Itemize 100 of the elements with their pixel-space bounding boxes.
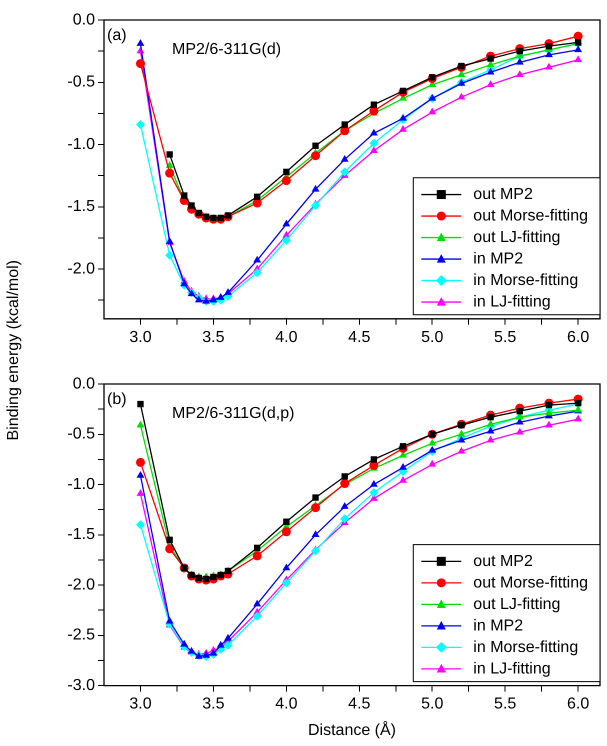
y-tick-label: -3.0 [67,677,96,694]
legend-label: out LJ-fitting [473,228,560,246]
point [136,59,145,68]
point [370,128,378,136]
point [428,108,436,114]
point [516,48,523,54]
point [136,420,144,428]
y-tick-label: -1.0 [67,476,96,493]
point [399,125,407,132]
point [166,151,173,158]
point [252,551,262,560]
point [516,428,524,435]
point [136,120,145,130]
y-tick-label: -1.5 [67,198,96,216]
point [283,518,290,525]
legend-label: in Morse-fitting [473,638,578,656]
legend-label: in LJ-fitting [473,293,551,310]
point [180,640,188,647]
point [340,154,349,162]
point [253,600,262,606]
point [369,488,378,498]
point [253,256,262,263]
point [180,279,188,286]
annotation: (a) [107,27,127,44]
point [194,296,203,302]
point [486,436,494,443]
point [574,400,582,406]
point [210,648,218,656]
point [545,62,553,70]
point [428,460,436,467]
point [254,194,260,200]
x-tick-label: 5.0 [421,696,444,713]
point [137,400,144,408]
legend-label: in MP2 [473,250,524,268]
point [340,514,350,524]
point [369,138,378,148]
point [429,74,436,80]
annotation: MP2/6-311G(d) [172,41,282,58]
y-tick-label: -0.5 [67,74,96,91]
point [136,39,144,46]
point [224,634,232,641]
point [546,42,552,50]
point [516,408,523,414]
point [311,503,320,512]
legend-label: out MP2 [473,552,533,570]
x-tick-label: 3.5 [202,696,225,713]
legend-label: out LJ-fitting [473,596,560,613]
annotation: (b) [107,391,127,408]
point [252,612,262,621]
point [312,184,320,192]
point [545,420,553,428]
point [574,45,582,52]
point [370,146,378,153]
point [574,55,582,62]
point [282,578,291,588]
point [458,446,466,454]
point [224,640,232,650]
point [283,168,290,176]
y-axis-title: Binding energy (kcal/mol) [5,260,23,440]
point [399,114,407,121]
x-axis-title: Distance (Å) [308,720,396,739]
point [202,576,210,582]
point [282,220,290,226]
y-tick-label: -2.0 [67,260,96,278]
y-tick-label: 0.0 [72,11,96,28]
point [311,546,320,556]
point [252,268,262,278]
point [282,563,290,570]
legend-label: in MP2 [473,617,524,634]
point [370,101,378,108]
x-tick-label: 4.5 [348,328,371,346]
point [165,250,174,260]
point [282,527,291,536]
point [136,470,144,478]
point [399,476,407,483]
point [428,446,436,453]
point [428,438,436,446]
x-tick-label: 4.5 [348,696,371,713]
point [166,536,173,544]
point [311,201,320,210]
point [370,456,378,463]
point [458,430,466,437]
x-tick-label: 6.0 [566,328,590,346]
point [487,55,494,62]
legend-label: out MP2 [473,186,533,203]
point [311,151,320,160]
point [400,443,406,450]
point [136,458,145,467]
legend-label: out Morse-fitting [473,574,588,592]
point [312,142,319,149]
point [399,462,407,470]
x-tick-label: 3.0 [129,328,152,346]
point [458,92,466,100]
x-tick-label: 3.0 [129,696,152,713]
legend-label: in LJ-fitting [473,660,551,678]
point [342,121,348,128]
x-tick-label: 6.0 [566,696,590,713]
point [486,68,494,75]
point [370,480,378,487]
point [458,422,465,428]
